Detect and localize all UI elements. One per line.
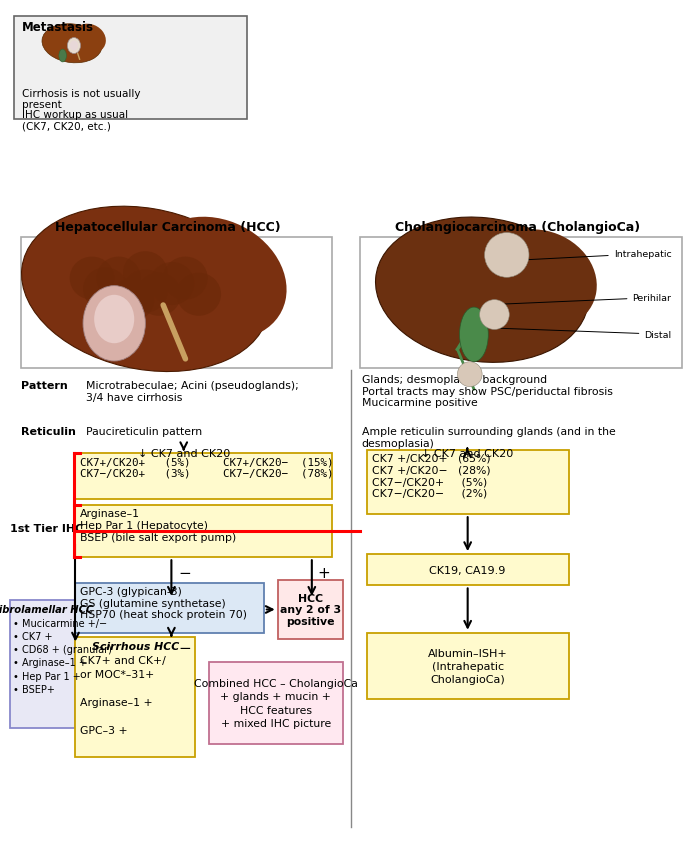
Text: Scirrhous HCC: Scirrhous HCC [92, 641, 179, 652]
Text: Fibrolamellar HCC: Fibrolamellar HCC [0, 604, 94, 614]
Text: CK7+/CK20+   (5%)     CK7+/CK20−  (15%)
CK7−/CK20+   (3%)     CK7−/CK20−  (78%): CK7+/CK20+ (5%) CK7+/CK20− (15%) CK7−/CK… [80, 457, 333, 479]
Ellipse shape [147, 218, 287, 340]
Text: CK7 +/CK20+   (65%)
CK7 +/CK20−   (28%)
CK7−/CK20+     (5%)
CK7−/CK20−     (2%): CK7 +/CK20+ (65%) CK7 +/CK20− (28%) CK7−… [372, 453, 491, 498]
Ellipse shape [123, 270, 168, 313]
Ellipse shape [375, 218, 589, 363]
Text: +: + [317, 565, 330, 580]
Text: Distal: Distal [481, 328, 672, 339]
FancyBboxPatch shape [14, 17, 247, 120]
Ellipse shape [67, 39, 80, 55]
Text: Paucireticulin pattern: Paucireticulin pattern [86, 427, 202, 437]
FancyBboxPatch shape [75, 637, 196, 757]
Ellipse shape [123, 252, 168, 295]
FancyBboxPatch shape [75, 453, 333, 500]
Ellipse shape [459, 308, 489, 362]
Text: Arginase–1
Hep Par 1 (Hepatocyte)
BSEP (bile salt export pump): Arginase–1 Hep Par 1 (Hepatocyte) BSEP (… [80, 509, 236, 542]
Text: −: − [178, 641, 191, 655]
Text: Perihilar: Perihilar [493, 294, 672, 306]
Ellipse shape [482, 230, 597, 331]
Text: Pattern: Pattern [21, 381, 67, 391]
Ellipse shape [22, 207, 269, 372]
Ellipse shape [480, 300, 510, 330]
Text: CK19, CA19.9: CK19, CA19.9 [429, 565, 506, 575]
Ellipse shape [70, 41, 78, 51]
Text: ↓ CK7 and CK20: ↓ CK7 and CK20 [421, 448, 514, 458]
Ellipse shape [83, 286, 145, 361]
Ellipse shape [83, 268, 127, 311]
FancyBboxPatch shape [278, 580, 343, 640]
Text: ↓ CK7 and CK20: ↓ CK7 and CK20 [138, 448, 230, 458]
Ellipse shape [136, 273, 181, 316]
Text: IHC workup as usual
(CK7, CK20, etc.): IHC workup as usual (CK7, CK20, etc.) [22, 111, 128, 132]
FancyBboxPatch shape [366, 633, 569, 699]
Ellipse shape [177, 273, 221, 316]
Text: Cholangiocarcinoma (CholangioCa): Cholangiocarcinoma (CholangioCa) [395, 220, 640, 234]
FancyBboxPatch shape [75, 506, 333, 558]
Text: Intrahepatic: Intrahepatic [526, 250, 672, 261]
Text: Microtrabeculae; Acini (pseudoglands);
3/4 have cirrhosis: Microtrabeculae; Acini (pseudoglands); 3… [86, 381, 298, 403]
FancyBboxPatch shape [209, 662, 343, 744]
Text: −: − [178, 565, 191, 580]
Text: Glands; desmoplastic background
Portal tracts may show PSC/periductal fibrosis
M: Glands; desmoplastic background Portal t… [362, 375, 613, 408]
Text: CK7+ and CK+/
or MOC*–31+

Arginase–1 +

GPC–3 +: CK7+ and CK+/ or MOC*–31+ Arginase–1 + G… [80, 655, 166, 735]
Text: Ample reticulin surrounding glands (and in the
desmoplasia): Ample reticulin surrounding glands (and … [362, 427, 616, 448]
Text: 1st Tier IHC: 1st Tier IHC [10, 524, 84, 533]
Text: Albumin–ISH+
(Intrahepatic
CholangioCa): Albumin–ISH+ (Intrahepatic CholangioCa) [428, 648, 507, 684]
Ellipse shape [96, 257, 141, 300]
Text: Combined HCC – CholangioCa
+ glands + mucin +
HCC features
+ mixed IHC picture: Combined HCC – CholangioCa + glands + mu… [194, 679, 358, 728]
FancyBboxPatch shape [366, 555, 569, 586]
FancyBboxPatch shape [360, 237, 682, 368]
FancyBboxPatch shape [21, 237, 333, 368]
Text: HCC
any 2 of 3
positive: HCC any 2 of 3 positive [280, 593, 340, 626]
Text: Reticulin: Reticulin [21, 427, 75, 437]
Ellipse shape [94, 295, 134, 344]
Ellipse shape [59, 50, 66, 62]
FancyBboxPatch shape [366, 450, 569, 515]
Ellipse shape [72, 24, 106, 55]
Text: • Mucicarmine +/−
• CK7 +
• CD68 + (granular)
• Arginase–1 +
• Hep Par 1 +
• BSE: • Mucicarmine +/− • CK7 + • CD68 + (gran… [13, 618, 112, 694]
Text: Hepatocellular Carcinoma (HCC): Hepatocellular Carcinoma (HCC) [55, 220, 281, 234]
Ellipse shape [163, 257, 208, 300]
Ellipse shape [70, 257, 114, 300]
Text: GPC-3 (glypican-3)
GS (glutamine synthetase)
HSP70 (heat shock protein 70): GPC-3 (glypican-3) GS (glutamine synthet… [80, 587, 247, 619]
Text: Metastasis: Metastasis [22, 21, 94, 34]
Ellipse shape [110, 279, 154, 322]
FancyBboxPatch shape [10, 600, 75, 728]
Text: Cirrhosis is not usually
present: Cirrhosis is not usually present [22, 89, 140, 111]
Ellipse shape [484, 233, 529, 278]
Ellipse shape [42, 24, 102, 64]
FancyBboxPatch shape [75, 583, 264, 633]
Ellipse shape [457, 362, 482, 387]
Ellipse shape [150, 262, 194, 306]
